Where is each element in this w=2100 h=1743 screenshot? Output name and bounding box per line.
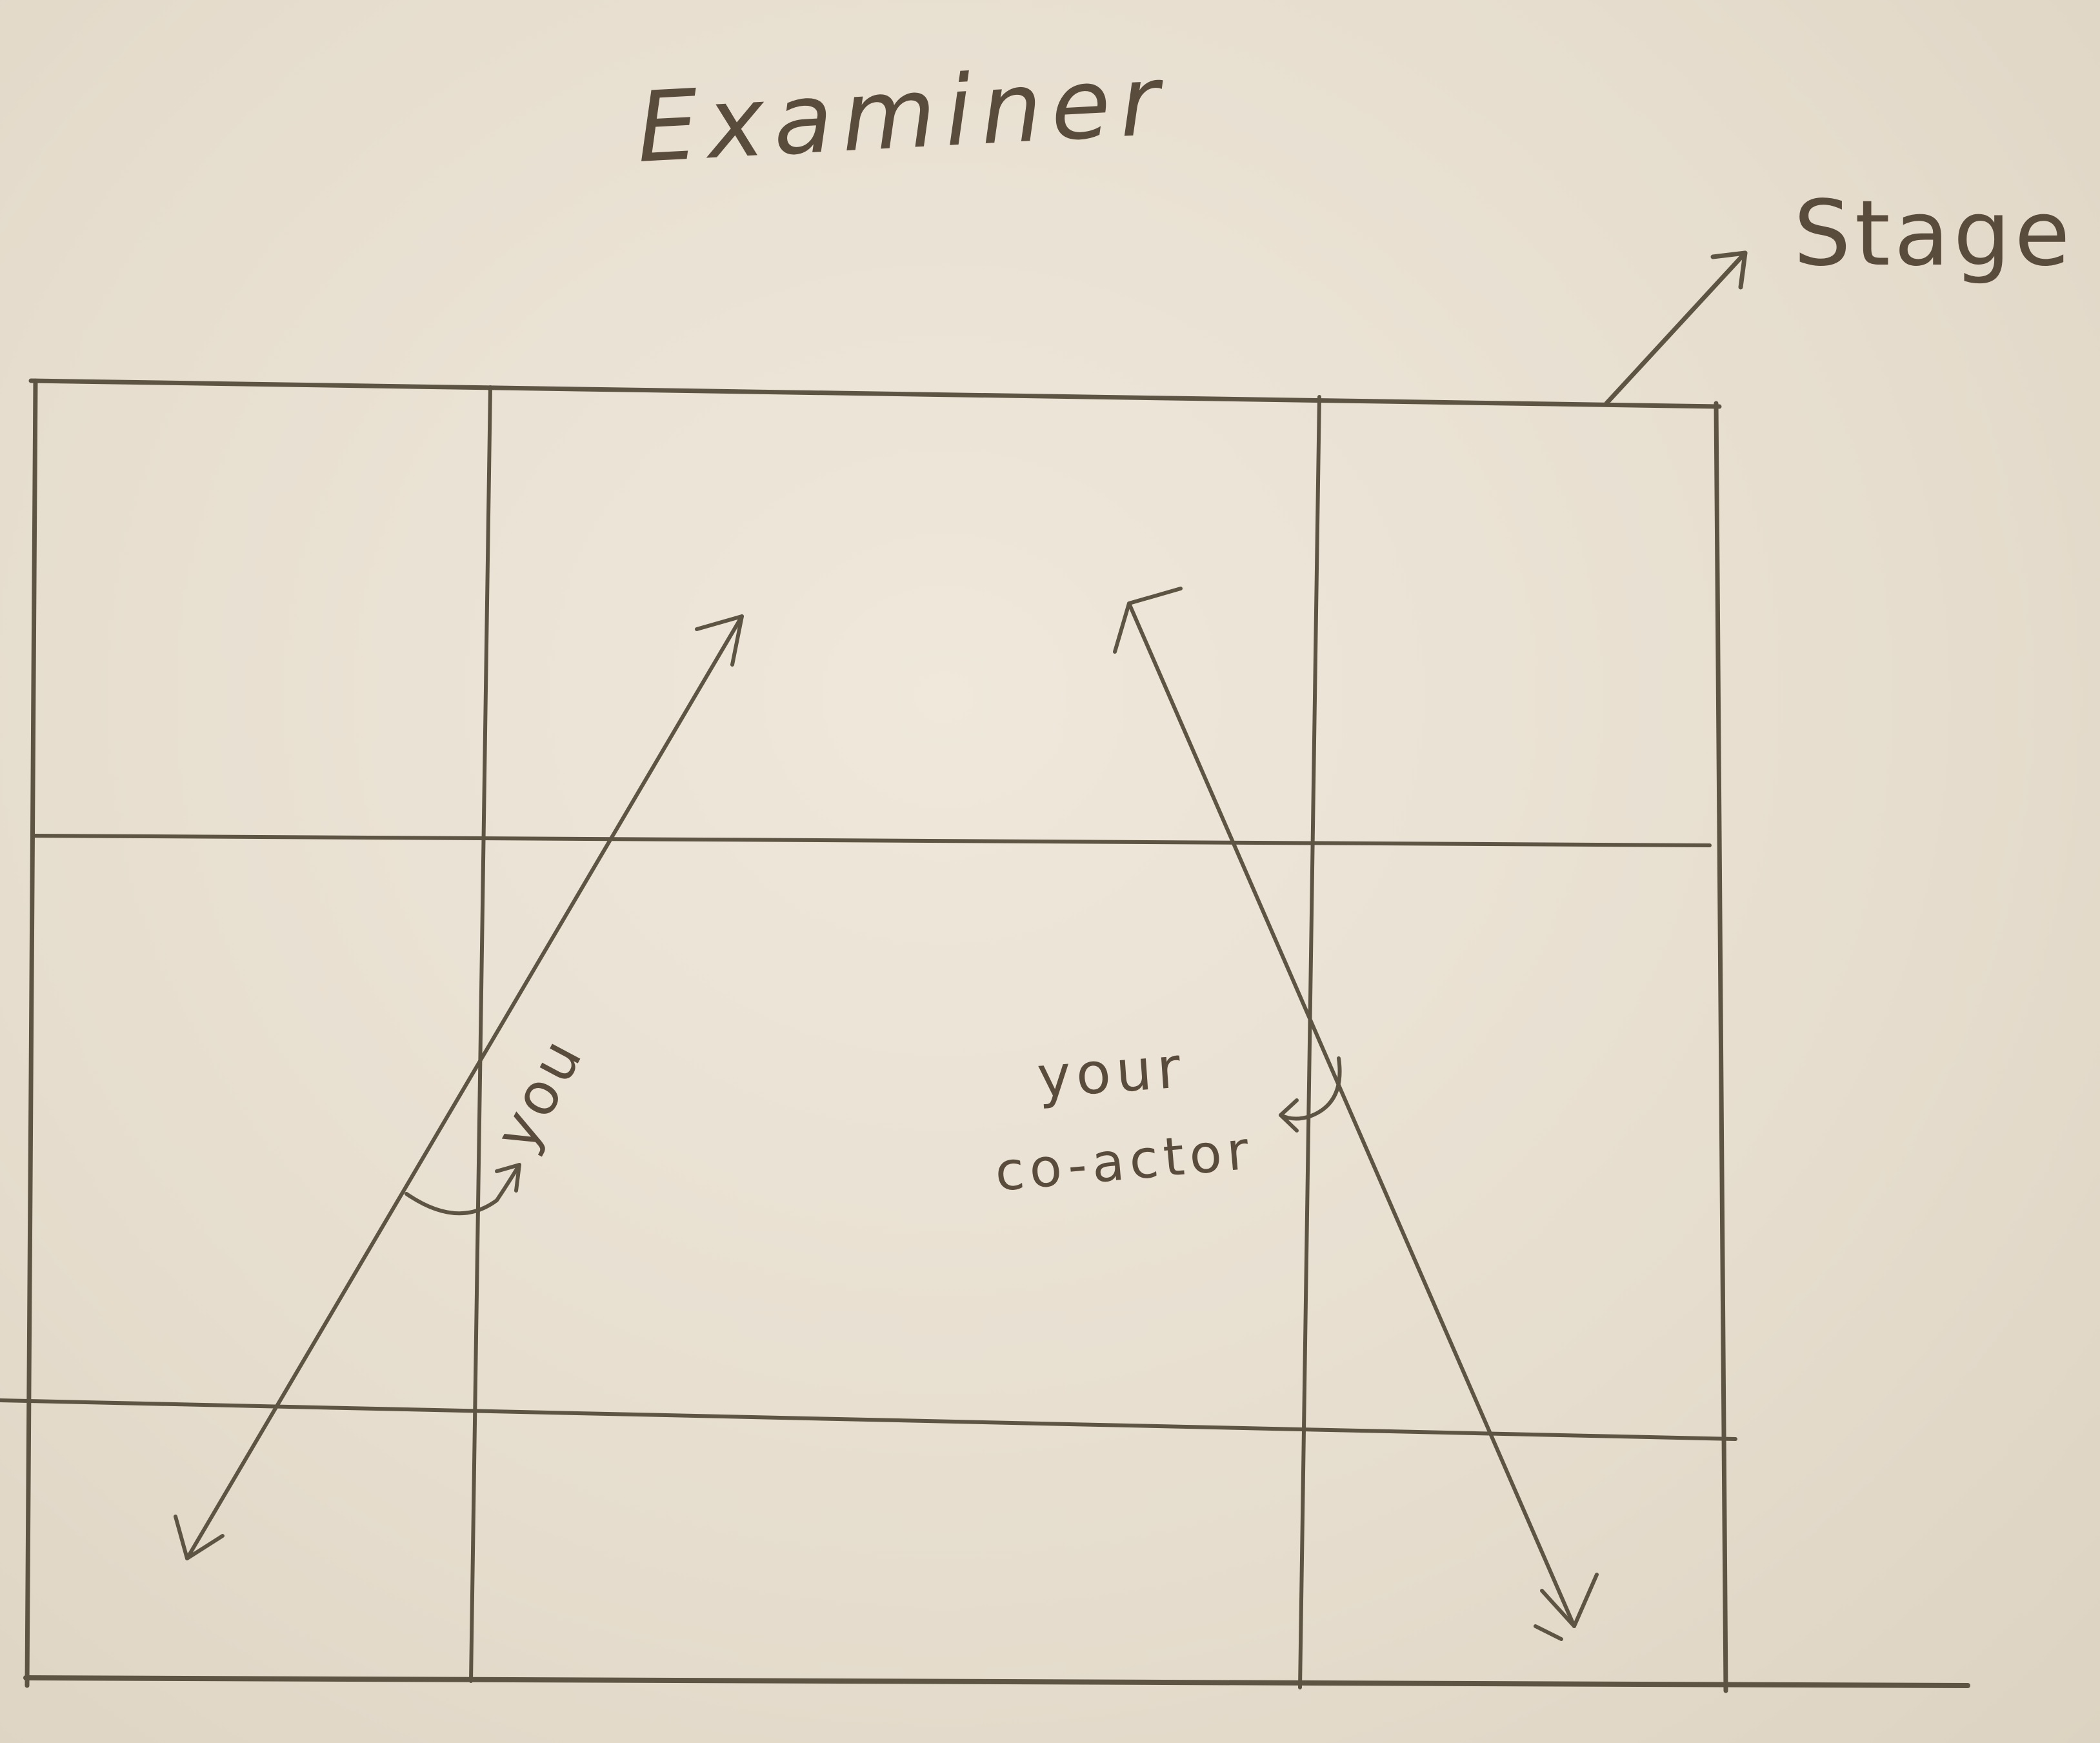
stage-pointer-arrow <box>1604 250 1748 406</box>
actor-label-group: you <box>405 1025 597 1216</box>
stage-label: Stage <box>1794 181 2074 287</box>
coactor-label-line1: your <box>1035 1034 1187 1111</box>
grid-vertical-2 <box>1298 395 1321 1689</box>
stage-grid <box>0 378 1970 1693</box>
actor-label: you <box>482 1025 597 1162</box>
stage-right-edge <box>1714 401 1728 1693</box>
stage-left-edge <box>25 378 38 1688</box>
actor-path-arrow <box>174 614 744 1560</box>
grid-vertical-1 <box>469 385 492 1683</box>
coactor-label-line2: co-actor <box>992 1120 1255 1204</box>
stage-top-edge <box>28 378 1722 409</box>
stage-bottom-edge <box>23 1675 1970 1688</box>
grid-horizontal-1 <box>30 834 1712 847</box>
coactor-path-arrow <box>1113 587 1599 1641</box>
grid-horizontal-2 <box>0 1398 1737 1441</box>
examiner-label: Examiner <box>634 45 1171 185</box>
coactor-label-group: your co-actor <box>992 1034 1342 1204</box>
